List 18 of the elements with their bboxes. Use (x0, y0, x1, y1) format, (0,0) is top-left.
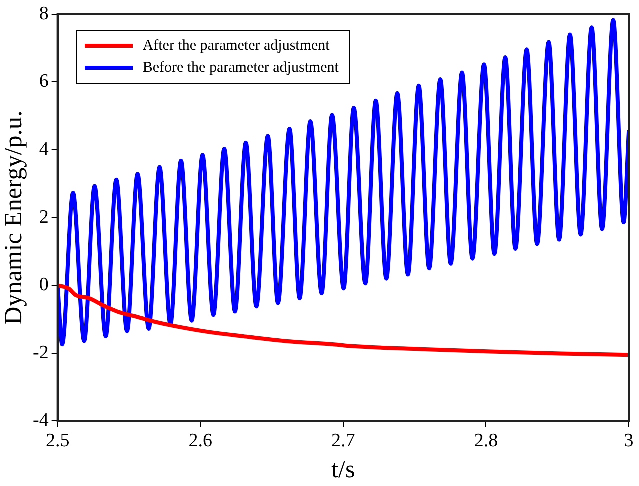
x-axis-title: t/s (332, 456, 356, 484)
y-tick-label: 0 (39, 274, 49, 296)
legend-label: Before the parameter adjustment (142, 59, 339, 78)
y-tick-label: 2 (39, 206, 49, 228)
y-tick-label: 8 (39, 3, 49, 24)
x-tick-label: 3 (624, 430, 634, 452)
y-tick-label: 4 (39, 138, 50, 160)
line-series (58, 284, 629, 358)
x-tick-label: 2.6 (188, 430, 212, 452)
line-series (58, 18, 629, 347)
y-tick-label: 6 (39, 71, 49, 92)
y-tick-label: -2 (33, 342, 49, 364)
y-axis-title: Dynamic Energy/p.u. (0, 110, 28, 325)
x-tick-label: 2.8 (474, 430, 498, 452)
y-tick-label: -4 (33, 410, 50, 432)
x-tick-label: 2.7 (332, 430, 356, 452)
legend-label: After the parameter adjustment (142, 37, 330, 56)
x-tick-label: 2.5 (46, 430, 70, 452)
